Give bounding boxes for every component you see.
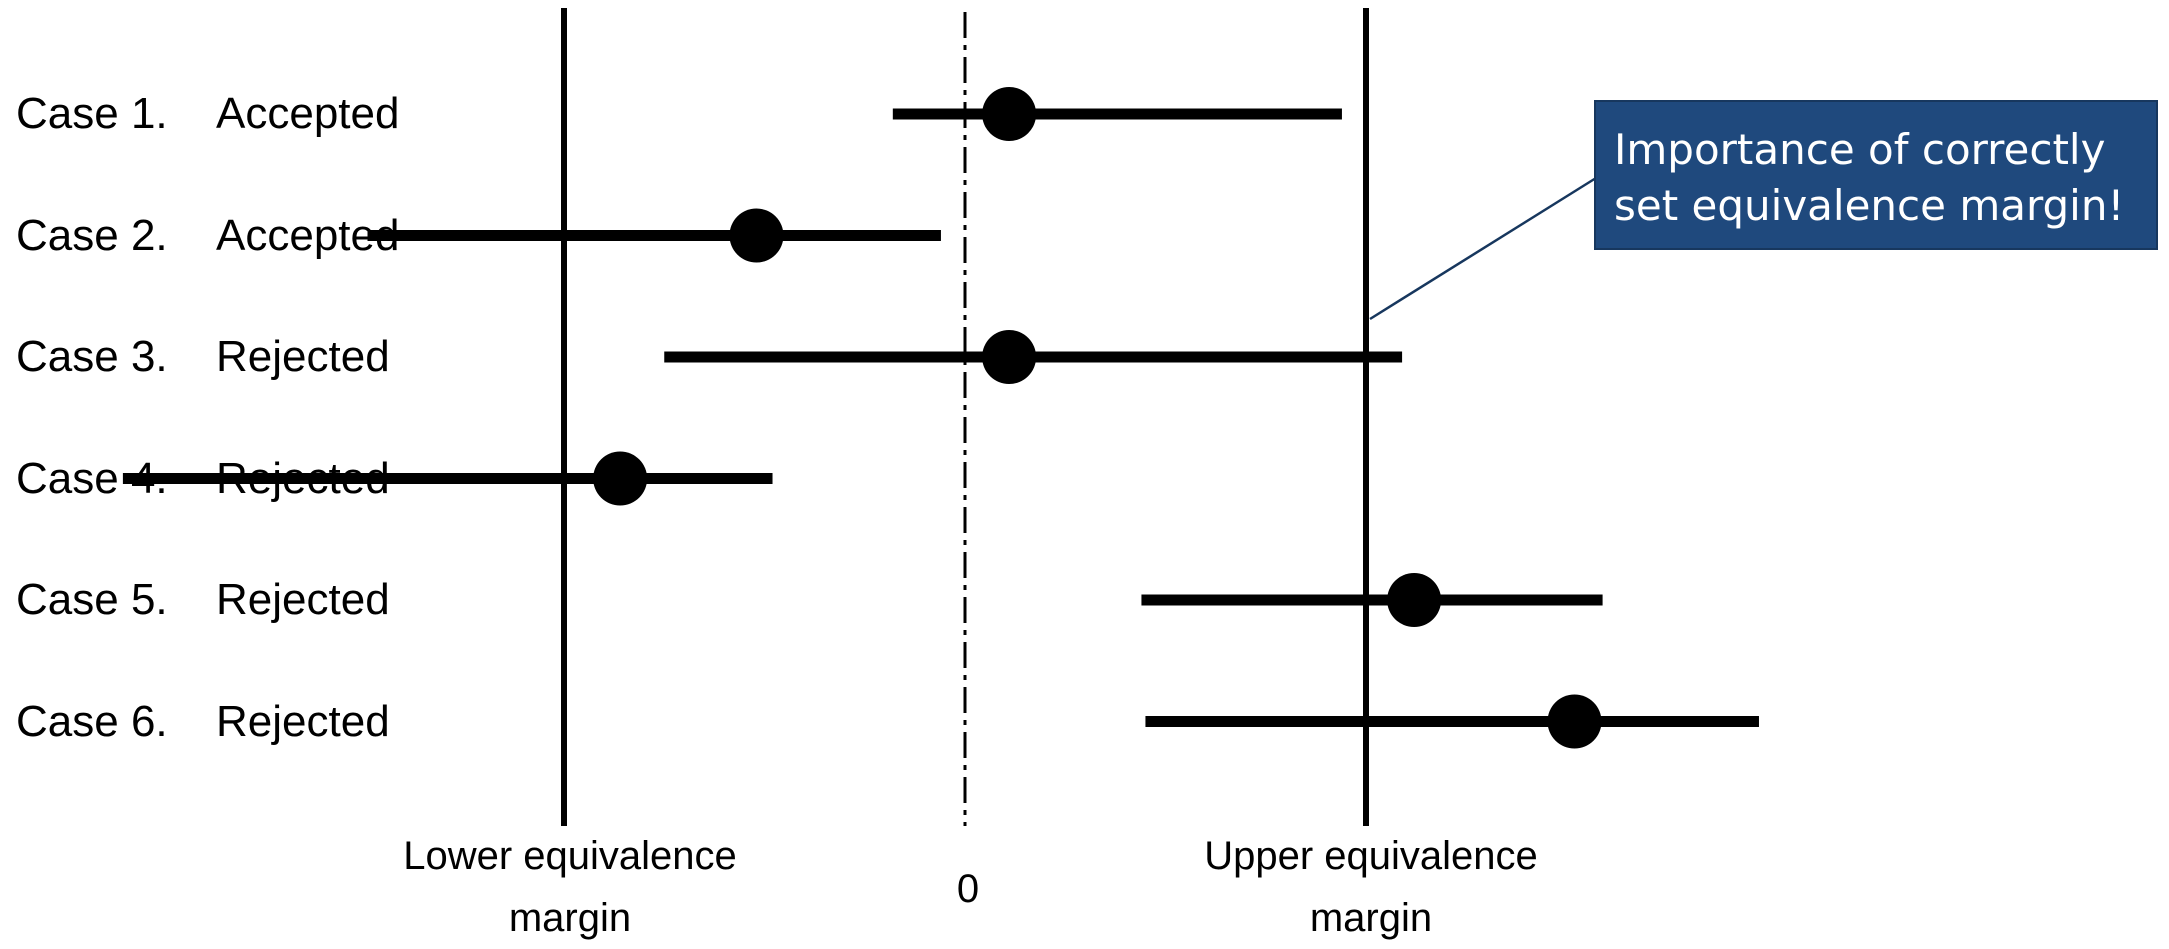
upper-margin-label: Upper equivalence margin [1204, 834, 1538, 940]
callout-box: Importance of correctly set equivalence … [1594, 100, 2158, 250]
case-label: Case 4. [16, 453, 168, 503]
point-estimate [1387, 573, 1442, 627]
point-estimate [982, 87, 1037, 141]
callout-line: Importance of correctly [1614, 125, 2106, 174]
point-estimate [729, 208, 784, 263]
case-status: Rejected [216, 453, 390, 503]
case-status: Accepted [216, 89, 400, 138]
case-label: Case 1. [16, 89, 168, 138]
case-label: Case 6. [16, 696, 168, 746]
callout-line: set equivalence margin! [1614, 181, 2125, 230]
case-label: Case 3. [16, 332, 168, 381]
case-status: Accepted [216, 210, 400, 260]
point-estimate [1547, 694, 1602, 749]
lower-margin-label: Lower equivalence margin [403, 834, 737, 940]
point-estimate [982, 330, 1037, 384]
case-status: Rejected [216, 696, 390, 746]
point-estimate [593, 451, 648, 506]
case-status: Rejected [216, 332, 390, 381]
case-status: Rejected [216, 575, 390, 624]
case-label: Case 2. [16, 210, 168, 260]
case-label: Case 5. [16, 575, 168, 624]
callout-leader-line [1369, 176, 1597, 321]
zero-label: 0 [956, 867, 980, 911]
